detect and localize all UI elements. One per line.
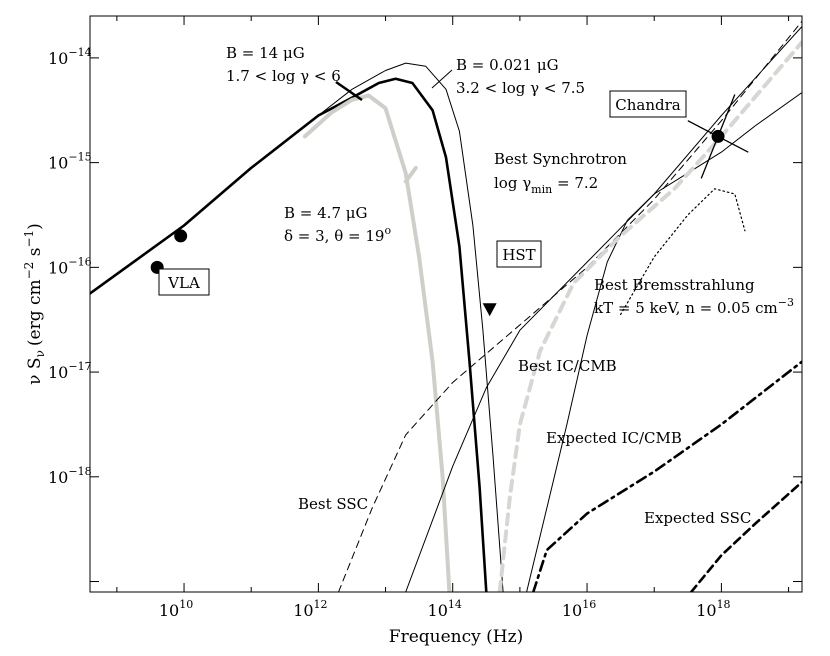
series-expected-ic-cmb <box>532 360 802 592</box>
series-sync-b47 <box>302 93 452 592</box>
annot-brems-line1: Best Bremsstrahlung <box>594 276 755 294</box>
x-tick-label: 1018 <box>696 598 730 620</box>
data-point <box>174 229 188 243</box>
y-tick-label-exp: −17 <box>68 360 91 373</box>
hst-upper-limit-marker <box>482 303 497 317</box>
annot-brems-line2-a: kT = 5 keV, n = 0.05 cm <box>594 299 778 317</box>
vla-label: VLA <box>167 274 200 292</box>
annot-b021-pointer <box>431 69 453 89</box>
plot-frame <box>89 15 803 593</box>
chandra-label: Chandra <box>615 96 681 114</box>
annot-best-sync-line2-b: = 7.2 <box>552 174 598 192</box>
x-tick-label-base: 10 <box>696 601 716 620</box>
x-axis-label: Frequency (Hz) <box>389 627 523 647</box>
y-tick-label-exp: −14 <box>68 46 91 59</box>
y-tick-label-exp: −18 <box>68 465 91 478</box>
annot-best-ic-cmb: Best IC/CMB <box>518 357 617 375</box>
x-tick-label-base: 10 <box>562 601 582 620</box>
y-axis-label: ν Sν (erg cm−2 s−1) <box>22 223 47 385</box>
annot-b14-pointer <box>335 80 363 102</box>
y-axis-label-mid: s <box>25 248 45 262</box>
hst-label: HST <box>502 246 535 264</box>
x-tick-label-base: 10 <box>428 601 448 620</box>
annot-b021-line2: 3.2 < log γ < 7.5 <box>456 79 585 97</box>
data-point <box>711 129 725 143</box>
y-tick-label: 10−17 <box>48 360 92 382</box>
annotations: B = 14 μG 1.7 < log γ < 6 B = 0.021 μG 3… <box>158 44 794 527</box>
y-tick-label: 10−15 <box>48 151 92 173</box>
x-tick-label: 1014 <box>428 598 462 620</box>
x-tick-label: 1010 <box>159 598 193 620</box>
y-tick-label: 10−14 <box>48 46 92 68</box>
annot-best-sync-line1: Best Synchrotron <box>494 150 627 168</box>
series-best-ssc <box>338 20 802 592</box>
x-tick-label-exp: 18 <box>717 598 731 611</box>
x-tick-label-exp: 14 <box>448 598 462 611</box>
annot-best-sync-line2-sub: min <box>531 183 552 196</box>
series-sync-b14 <box>90 77 488 592</box>
annot-b47-line2-sup: o <box>384 224 391 237</box>
y-axis-label-exp2: −1 <box>22 230 36 248</box>
axes-frame <box>89 15 803 593</box>
vla-label-box <box>158 268 210 296</box>
y-tick-label: 10−16 <box>48 255 92 277</box>
annot-best-sync-line2: log γmin = 7.2 <box>494 174 598 196</box>
y-tick-label-base: 10 <box>48 154 68 173</box>
x-tick-label: 1012 <box>293 598 327 620</box>
annot-b47-line1: B = 4.7 μG <box>284 204 367 222</box>
y-axis-label-sub: ν <box>33 350 47 357</box>
y-axis-label-main: ν S <box>25 357 45 384</box>
x-tick-label-exp: 10 <box>179 598 193 611</box>
ticks-layer: 1010 1012 1014 1016 101810−1410−1510−1610−17… <box>48 16 802 620</box>
annot-brems-line2-sup: −3 <box>778 296 794 309</box>
series-expected-ssc <box>689 480 802 592</box>
x-tick-label-base: 10 <box>293 601 313 620</box>
y-tick-label: 10−18 <box>48 465 92 487</box>
y-tick-label-exp: −16 <box>68 255 91 268</box>
annot-b47-line2-text: δ = 3, θ = 19 <box>284 227 384 245</box>
x-tick-label: 1016 <box>562 598 596 620</box>
series-layer <box>90 20 802 592</box>
annot-b14-line1: B = 14 μG <box>226 44 305 62</box>
x-tick-label-base: 10 <box>159 601 179 620</box>
y-tick-label-base: 10 <box>48 49 68 68</box>
hst-label-box <box>496 240 542 268</box>
y-axis-label-units: (erg cm <box>25 279 45 346</box>
annot-b47-line2: δ = 3, θ = 19o <box>284 224 391 245</box>
series-sync-b47-cut <box>403 165 418 184</box>
x-tick-label-exp: 16 <box>582 598 596 611</box>
y-tick-label-exp: −15 <box>68 151 91 164</box>
y-tick-label-base: 10 <box>48 258 68 277</box>
chandra-label-box <box>609 90 687 118</box>
y-axis-label-end: ) <box>25 223 45 230</box>
annot-b021-line1: B = 0.021 μG <box>456 56 559 74</box>
annot-expected-ic-cmb: Expected IC/CMB <box>546 429 682 447</box>
annot-best-ssc: Best SSC <box>298 495 368 513</box>
annot-expected-ssc: Expected SSC <box>644 509 751 527</box>
annot-best-sync-line2-a: log γ <box>494 174 531 192</box>
annot-brems-line2: kT = 5 keV, n = 0.05 cm−3 <box>594 296 794 317</box>
series-bremsstrahlung <box>620 188 746 316</box>
series-grey-dashed <box>497 40 802 592</box>
y-axis-label-exp1: −2 <box>22 262 36 280</box>
y-tick-label-base: 10 <box>48 468 68 487</box>
annot-b14-line2: 1.7 < log γ < 6 <box>226 67 341 85</box>
y-tick-label-base: 10 <box>48 363 68 382</box>
x-tick-label-exp: 12 <box>314 598 328 611</box>
